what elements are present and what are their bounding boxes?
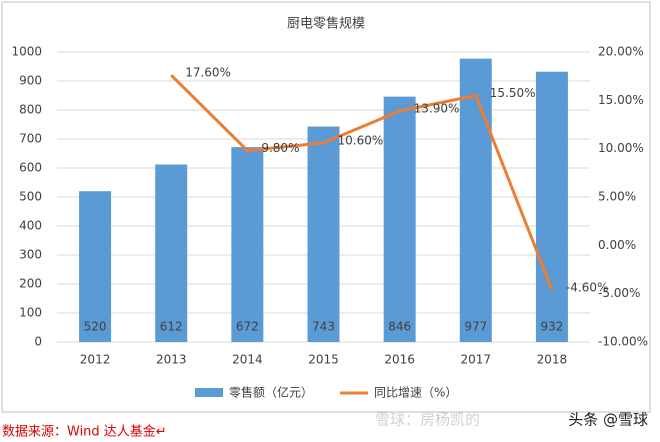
line-label: 17.60% [185, 66, 231, 80]
bar-label: 743 [312, 320, 335, 334]
line-label: 10.60% [338, 133, 384, 147]
legend-label: 零售额（亿元） [229, 385, 313, 400]
x-tick-label: 2018 [537, 353, 568, 367]
x-tick-label: 2016 [384, 353, 415, 367]
bar-label: 977 [464, 320, 487, 334]
y2-tick-label: -10.00% [598, 335, 648, 349]
bar-label: 520 [84, 320, 107, 334]
legend-label: 同比增速（%） [374, 386, 457, 400]
y-tick-label: 1000 [11, 45, 42, 59]
line-label: 13.90% [414, 101, 460, 115]
line-label: -4.60% [566, 280, 608, 294]
x-tick-label: 2017 [461, 353, 492, 367]
bar [307, 126, 340, 342]
y-tick-label: 500 [19, 190, 42, 204]
line [170, 74, 554, 291]
y-tick-label: 0 [34, 335, 42, 349]
bar-label: 672 [236, 320, 259, 334]
y-tick-label: 200 [19, 277, 42, 291]
x-tick-label: 2012 [80, 353, 111, 367]
y2-tick-label: 5.00% [598, 190, 636, 204]
bar [383, 96, 416, 342]
y2-tick-label: 10.00% [598, 141, 644, 155]
line-label: 15.50% [490, 86, 536, 100]
bar [535, 71, 568, 342]
y2-tick-label: 0.00% [598, 238, 636, 252]
y-tick-label: 400 [19, 219, 42, 233]
bar-label: 612 [160, 320, 183, 334]
chart-title: 厨电零售规模 [287, 16, 365, 32]
y-tick-label: 600 [19, 161, 42, 175]
y2-tick-label: -5.00% [598, 286, 640, 300]
y-tick-label: 100 [19, 306, 42, 320]
bar-label: 846 [388, 320, 411, 334]
bar [459, 58, 492, 343]
y2-tick-label: 20.00% [598, 45, 644, 59]
bar [231, 147, 264, 342]
legend-swatch [195, 388, 223, 397]
watermark: 雪球：房杨凯的 [375, 411, 480, 429]
x-tick-label: 2014 [232, 353, 263, 367]
y-tick-label: 800 [19, 103, 42, 117]
x-tick-label: 2015 [308, 353, 339, 367]
y2-tick-label: 15.00% [598, 93, 644, 107]
bar-label: 932 [540, 320, 563, 334]
source: 数据来源：Wind 达人基金↵ [2, 424, 167, 440]
bar [155, 164, 188, 342]
line-label: 9.80% [261, 141, 299, 155]
watermark: 头条 @雪球 [568, 411, 648, 429]
y-tick-label: 700 [19, 132, 42, 146]
y-tick-label: 900 [19, 74, 42, 88]
x-tick-label: 2013 [156, 353, 187, 367]
bar [79, 191, 112, 342]
y-tick-label: 300 [19, 248, 42, 262]
